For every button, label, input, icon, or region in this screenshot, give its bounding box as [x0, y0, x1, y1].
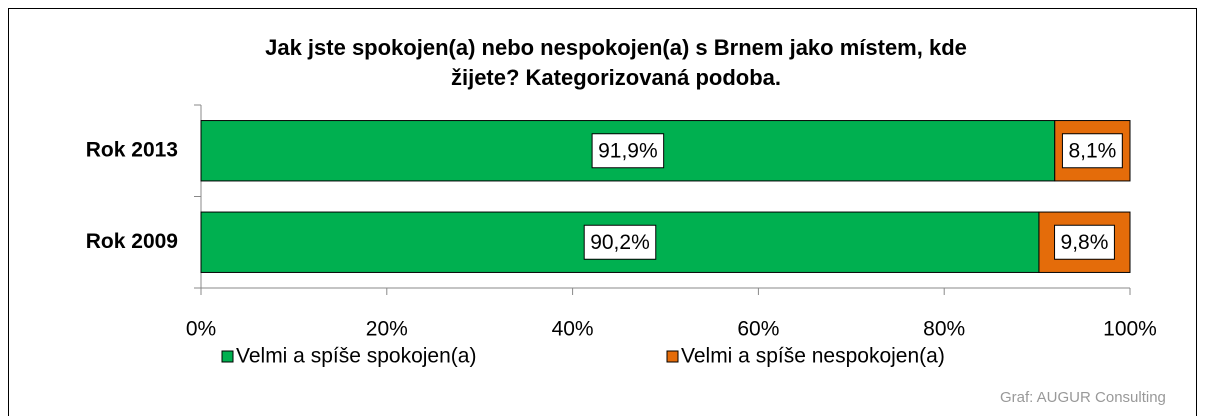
x-tick-label: 0%: [186, 318, 216, 341]
x-tick-label: 100%: [1103, 318, 1157, 341]
category-label: Rok 2013: [86, 138, 178, 161]
data-label-box: [1061, 133, 1123, 169]
legend-label: Velmi a spíše nespokojen(a): [681, 345, 945, 368]
x-tick-label: 60%: [737, 318, 779, 341]
legend-swatch: [221, 350, 234, 363]
chart-title: žijete? Kategorizovaná podoba.: [451, 65, 781, 90]
data-label-box: [591, 133, 665, 169]
data-label-box: [583, 224, 657, 260]
data-label: 9,8%: [1061, 231, 1109, 254]
data-label-box: [1054, 224, 1115, 260]
x-tick-label: 20%: [366, 318, 408, 341]
data-label: 8,1%: [1068, 139, 1116, 162]
chart-title: Jak jste spokojen(a) nebo nespokojen(a) …: [265, 35, 967, 60]
source: Graf: AUGUR Consulting: [1000, 389, 1166, 406]
category-label: Rok 2009: [86, 230, 178, 253]
x-tick-label: 40%: [552, 318, 594, 341]
data-label: 91,9%: [598, 139, 658, 162]
data-label: 90,2%: [590, 231, 650, 254]
legend-label: Velmi a spíše spokojen(a): [236, 345, 476, 368]
legend-swatch: [666, 350, 679, 363]
x-tick-label: 80%: [923, 318, 965, 341]
